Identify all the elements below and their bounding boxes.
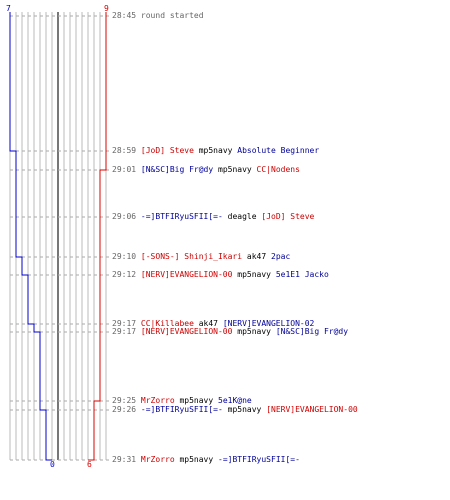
event-row: 29:06 -=]BTFIRyuSFII[=- deagle [JoD] Ste… xyxy=(112,212,314,222)
event-weapon: mp5navy xyxy=(179,455,214,464)
event-time: 29:17 xyxy=(112,319,137,328)
event-time: 29:10 xyxy=(112,252,137,261)
red-end-score: 6 xyxy=(87,460,92,469)
event-weapon: mp5navy xyxy=(227,405,262,414)
blue-team-line xyxy=(9,12,52,461)
event-weapon: mp5navy xyxy=(237,327,271,336)
event-killer: MrZorro xyxy=(140,396,175,405)
event-killer: CC|Killabee xyxy=(140,319,194,328)
event-time: 29:31 xyxy=(112,455,137,464)
event-note: round started xyxy=(140,11,204,20)
event-weapon: mp5navy xyxy=(237,270,271,279)
event-row: 29:31 MrZorro mp5navy -=]BTFIRyuSFII[=- xyxy=(112,455,300,465)
event-victim: 5e1K@ne xyxy=(218,396,252,405)
red-team-line xyxy=(88,12,107,461)
event-time: 29:06 xyxy=(112,212,137,221)
event-time: 29:25 xyxy=(112,396,137,405)
event-weapon: mp5navy xyxy=(179,396,214,405)
event-row: 29:12 [NERV]EVANGELION-00 mp5navy 5e1E1 … xyxy=(112,270,329,280)
event-killer: MrZorro xyxy=(140,455,175,464)
event-row: 29:17 [NERV]EVANGELION-00 mp5navy [N&SC]… xyxy=(112,327,348,337)
event-time: 28:59 xyxy=(112,146,137,155)
red-start-score: 9 xyxy=(104,4,109,13)
event-killer: [NERV]EVANGELION-00 xyxy=(140,327,233,336)
event-weapon: ak47 xyxy=(198,319,218,328)
event-victim: 5e1E1 Jacko xyxy=(275,270,329,279)
event-killer: [NERV]EVANGELION-00 xyxy=(140,270,233,279)
event-killer: -=]BTFIRyuSFII[=- xyxy=(140,405,223,414)
event-weapon: ak47 xyxy=(246,252,267,261)
event-killer: -=]BTFIRyuSFII[=- xyxy=(140,212,223,221)
event-row: 29:17 CC|Killabee ak47 [NERV]EVANGELION-… xyxy=(112,319,314,329)
event-row: 28:45 round started xyxy=(112,11,204,21)
blue-end-score: 0 xyxy=(50,460,55,469)
event-weapon: deagle xyxy=(227,212,257,221)
event-victim: [JoD] Steve xyxy=(261,212,315,221)
event-time: 29:12 xyxy=(112,270,137,279)
event-killer: [-SONS-] Shinji_Ikari xyxy=(140,252,243,261)
event-row: 29:01 [N&SC]Big Fr@dy mp5navy CC|Nodens xyxy=(112,165,300,175)
event-victim: -=]BTFIRyuSFII[=- xyxy=(218,455,300,464)
event-weapon: mp5navy xyxy=(218,165,252,174)
event-victim: [NERV]EVANGELION-02 xyxy=(222,319,315,328)
event-victim: [N&SC]Big Fr@dy xyxy=(275,327,349,336)
event-killer: [N&SC]Big Fr@dy xyxy=(140,165,214,174)
event-victim: Absolute Beginner xyxy=(237,146,320,155)
event-killer: [JoD] Steve xyxy=(140,146,194,155)
event-victim: CC|Nodens xyxy=(256,165,300,174)
blue-start-score: 7 xyxy=(6,4,11,13)
event-row: 28:59 [JoD] Steve mp5navy Absolute Begin… xyxy=(112,146,319,156)
event-victim: [NERV]EVANGELION-00 xyxy=(266,405,358,414)
event-row: 29:25 MrZorro mp5navy 5e1K@ne xyxy=(112,396,252,406)
event-time: 29:26 xyxy=(112,405,137,414)
event-time: 28:45 xyxy=(112,11,137,20)
event-time: 29:01 xyxy=(112,165,137,174)
event-time: 29:17 xyxy=(112,327,137,336)
event-weapon: mp5navy xyxy=(198,146,233,155)
event-victim: 2pac xyxy=(271,252,291,261)
event-row: 29:26 -=]BTFIRyuSFII[=- mp5navy [NERV]EV… xyxy=(112,405,358,415)
event-row: 29:10 [-SONS-] Shinji_Ikari ak47 2pac xyxy=(112,252,290,262)
